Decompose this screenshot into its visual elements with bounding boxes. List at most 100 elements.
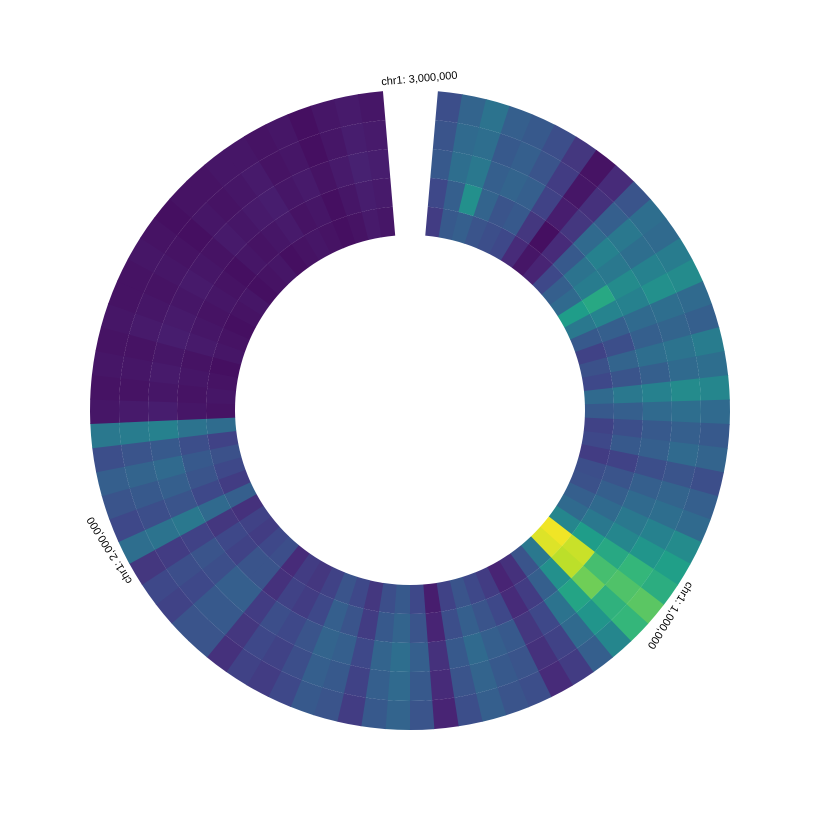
heatmap-cell — [92, 444, 125, 473]
heatmap-cell — [333, 94, 364, 128]
heatmap-cell — [129, 479, 164, 510]
heatmap-cell — [261, 635, 295, 671]
heatmap-cell — [670, 421, 701, 446]
heatmap-cell — [119, 377, 150, 402]
heatmap-cell — [557, 648, 594, 686]
heatmap-cell — [604, 569, 641, 605]
heatmap-cell — [488, 653, 519, 688]
heatmap-cell — [292, 553, 321, 586]
heatmap-cell — [462, 632, 489, 666]
heatmap-cell — [564, 313, 597, 340]
heatmap-cell — [447, 151, 473, 184]
heatmap-cell — [226, 208, 261, 244]
heatmap-cell — [213, 222, 248, 257]
heatmap-cell — [117, 258, 154, 293]
heatmap-cell — [207, 371, 239, 391]
heatmap-cell — [373, 611, 395, 643]
heatmap-cell — [559, 209, 594, 244]
heatmap-cell — [291, 235, 320, 268]
heatmap-cell — [574, 457, 607, 481]
heatmap-cell — [617, 553, 654, 588]
heatmap-cell — [343, 665, 371, 698]
heatmap-cell — [120, 355, 153, 382]
heatmap-cell — [425, 611, 446, 643]
heatmap-cell — [541, 231, 574, 265]
heatmap-cell — [361, 208, 382, 241]
heatmap-cell — [196, 299, 231, 328]
heatmap-cell — [306, 592, 334, 627]
heatmap-cell — [247, 516, 280, 547]
heatmap-cell — [458, 183, 484, 217]
heatmap-cell — [240, 160, 275, 198]
heatmap-cell — [317, 221, 344, 254]
heatmap-cell — [479, 626, 508, 661]
heatmap-cell — [695, 444, 728, 474]
heatmap-cell — [204, 149, 242, 188]
heatmap-cell — [582, 372, 613, 392]
heatmap-cell — [310, 98, 342, 134]
heatmap-cell — [208, 598, 244, 635]
heatmap-cell — [641, 381, 672, 403]
heatmap-cell — [206, 417, 237, 435]
heatmap-cell — [136, 498, 172, 531]
heatmap-cell — [528, 150, 562, 187]
heatmap-cell — [684, 303, 720, 336]
heatmap-cell — [570, 327, 603, 353]
heatmap-cell — [556, 494, 589, 522]
heatmap-cell — [256, 263, 288, 295]
heatmap-cell — [369, 640, 393, 672]
heatmap-cell — [309, 160, 339, 195]
heatmap-cell — [200, 236, 236, 271]
heatmap-cell — [293, 618, 324, 654]
heatmap-cell — [242, 624, 277, 661]
heatmap-cell — [228, 577, 263, 613]
heatmap-cell — [513, 577, 544, 611]
heatmap-cell — [545, 197, 579, 232]
heatmap-cell — [214, 521, 249, 552]
heatmap-cell — [154, 198, 192, 236]
heatmap-cell — [549, 287, 583, 317]
heatmap-cell — [362, 120, 388, 152]
heatmap-cell — [149, 361, 182, 385]
heatmap-cell — [164, 234, 201, 270]
heatmap-cell — [230, 299, 263, 328]
heatmap-cells — [89, 91, 731, 731]
heatmap-cell — [206, 634, 244, 673]
heatmap-cell — [260, 220, 292, 254]
heatmap-cell — [190, 315, 224, 343]
heatmap-cell — [663, 334, 697, 363]
heatmap-cell — [515, 176, 547, 212]
heatmap-cell — [541, 275, 574, 306]
heatmap-cell — [700, 399, 731, 425]
heatmap-cell — [152, 454, 186, 481]
heatmap-cell — [409, 671, 433, 702]
heatmap-cell — [613, 506, 649, 537]
heatmap-cell — [595, 479, 629, 507]
heatmap-cell — [557, 300, 591, 328]
heatmap-cell — [328, 155, 356, 189]
heatmap-cell — [100, 303, 136, 335]
heatmap-cell — [451, 211, 474, 244]
heatmap-cell — [562, 173, 598, 210]
heatmap-cell — [257, 526, 289, 558]
heatmap-cell — [440, 608, 463, 641]
heatmap-cell — [178, 433, 210, 456]
heatmap-cell — [234, 243, 268, 276]
heatmap-cell — [452, 122, 480, 156]
heatmap-cell — [222, 173, 258, 210]
heatmap-cell — [530, 526, 562, 558]
heatmap-cell — [348, 576, 371, 609]
heatmap-cell — [593, 202, 630, 238]
tick-label: chr1: 3,000,000 — [381, 70, 458, 89]
heatmap-cell — [431, 697, 459, 730]
heatmap-cell — [89, 398, 120, 424]
heatmap-cell — [319, 127, 349, 161]
heatmap-cell — [604, 522, 640, 554]
heatmap-cell — [427, 177, 449, 209]
heatmap-cell — [119, 399, 149, 423]
heatmap-cell — [698, 422, 730, 450]
heatmap-cell — [639, 518, 676, 551]
heatmap-cell — [205, 402, 236, 419]
heatmap-cell — [667, 356, 700, 383]
